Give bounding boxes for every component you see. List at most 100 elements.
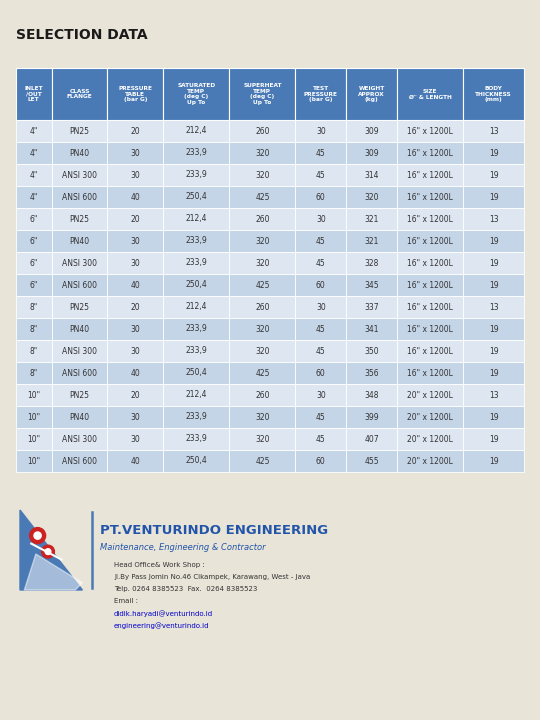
Bar	[295, 362, 346, 384]
Bar	[16, 164, 51, 186]
Bar	[463, 230, 524, 252]
Bar	[346, 120, 397, 142]
Polygon shape	[24, 554, 83, 590]
Bar	[397, 296, 463, 318]
Text: 8": 8"	[30, 369, 38, 377]
Text: 233,9: 233,9	[185, 148, 207, 158]
Text: 407: 407	[364, 434, 379, 444]
Text: 19: 19	[489, 192, 498, 202]
Text: 212,4: 212,4	[186, 302, 207, 312]
Text: 16" x 1200L: 16" x 1200L	[407, 127, 453, 135]
Text: 6": 6"	[30, 215, 38, 223]
Bar	[295, 406, 346, 428]
Bar	[295, 120, 346, 142]
Bar	[397, 252, 463, 274]
Bar	[346, 428, 397, 450]
Text: Head Office& Work Shop :: Head Office& Work Shop :	[114, 562, 205, 568]
Text: 16" x 1200L: 16" x 1200L	[407, 281, 453, 289]
Bar	[230, 450, 295, 472]
Bar	[463, 142, 524, 164]
Text: 19: 19	[489, 281, 498, 289]
Bar	[16, 450, 51, 472]
Bar	[230, 362, 295, 384]
Text: ANSI 300: ANSI 300	[62, 258, 97, 268]
Bar	[397, 450, 463, 472]
Text: 260: 260	[255, 215, 269, 223]
Bar	[163, 296, 230, 318]
Bar	[346, 186, 397, 208]
Text: CLASS
FLANGE: CLASS FLANGE	[66, 89, 92, 99]
Bar	[295, 318, 346, 340]
Bar	[397, 120, 463, 142]
Text: 45: 45	[316, 148, 326, 158]
Text: 320: 320	[255, 346, 269, 356]
Text: 13: 13	[489, 390, 498, 400]
Bar	[295, 428, 346, 450]
Bar	[163, 340, 230, 362]
Bar	[295, 142, 346, 164]
Text: TEST
PRESSURE
(bar G): TEST PRESSURE (bar G)	[304, 86, 338, 102]
Bar	[51, 186, 107, 208]
Text: ANSI 600: ANSI 600	[62, 281, 97, 289]
Text: 4": 4"	[30, 171, 38, 179]
Text: 45: 45	[316, 434, 326, 444]
Bar	[163, 120, 230, 142]
Bar	[51, 230, 107, 252]
Text: 233,9: 233,9	[185, 171, 207, 179]
Bar	[163, 450, 230, 472]
Bar	[163, 68, 230, 120]
Bar	[51, 296, 107, 318]
Bar	[163, 406, 230, 428]
Bar	[346, 406, 397, 428]
Bar	[295, 186, 346, 208]
Bar	[107, 274, 163, 296]
Bar	[51, 120, 107, 142]
Text: WEIGHT
APPROX
(kg): WEIGHT APPROX (kg)	[358, 86, 385, 102]
Text: 30: 30	[131, 346, 140, 356]
Bar	[463, 274, 524, 296]
Text: 10": 10"	[27, 413, 40, 421]
Text: 233,9: 233,9	[185, 434, 207, 444]
Text: 13: 13	[489, 127, 498, 135]
Bar	[230, 230, 295, 252]
Text: 60: 60	[316, 369, 326, 377]
Bar	[397, 142, 463, 164]
Text: 320: 320	[255, 413, 269, 421]
Circle shape	[42, 545, 55, 558]
Bar	[230, 186, 295, 208]
Text: 4": 4"	[30, 127, 38, 135]
Bar	[346, 318, 397, 340]
Text: 320: 320	[255, 148, 269, 158]
Text: ANSI 300: ANSI 300	[62, 434, 97, 444]
Bar	[16, 274, 51, 296]
Bar	[163, 142, 230, 164]
Text: 30: 30	[131, 258, 140, 268]
Text: 425: 425	[255, 456, 269, 466]
Text: 320: 320	[255, 236, 269, 246]
Text: 45: 45	[316, 171, 326, 179]
Bar	[346, 362, 397, 384]
Text: 20: 20	[131, 127, 140, 135]
Bar	[107, 384, 163, 406]
Bar	[346, 142, 397, 164]
Bar	[163, 362, 230, 384]
Text: SUPERHEAT
TEMP
(deg C)
Up To: SUPERHEAT TEMP (deg C) Up To	[243, 83, 282, 105]
Bar	[230, 406, 295, 428]
Text: 337: 337	[364, 302, 379, 312]
Bar	[346, 384, 397, 406]
Text: 60: 60	[316, 192, 326, 202]
Text: ANSI 600: ANSI 600	[62, 369, 97, 377]
Bar	[51, 164, 107, 186]
Text: 10": 10"	[27, 456, 40, 466]
Text: 345: 345	[364, 281, 379, 289]
Bar	[16, 428, 51, 450]
Bar	[397, 68, 463, 120]
Text: 250,4: 250,4	[185, 281, 207, 289]
Bar	[230, 274, 295, 296]
Text: 399: 399	[364, 413, 379, 421]
Bar	[107, 142, 163, 164]
Text: 8": 8"	[30, 325, 38, 333]
Bar	[51, 384, 107, 406]
Bar	[295, 252, 346, 274]
Text: 233,9: 233,9	[185, 346, 207, 356]
